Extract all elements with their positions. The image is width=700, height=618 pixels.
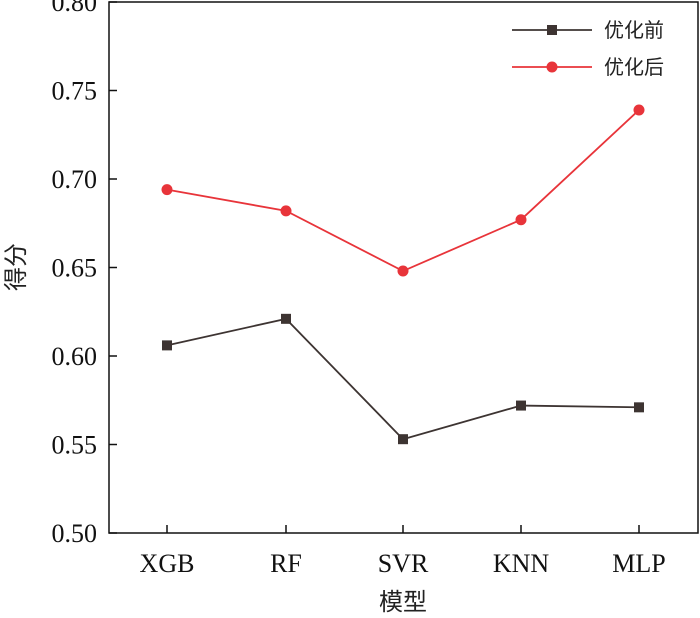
series-line-1 [166, 317, 640, 441]
series-line-2 [166, 109, 640, 273]
x-tick-label: XGB [140, 549, 195, 578]
y-tick-label: 0.70 [52, 165, 98, 194]
data-point-circle [161, 184, 173, 196]
x-tick-label: SVR [378, 549, 429, 578]
y-tick-label: 0.65 [52, 254, 98, 283]
data-point-square [162, 340, 172, 351]
legend-label: 优化前 [604, 18, 664, 42]
x-axis-title: 模型 [379, 588, 427, 616]
data-point-square [398, 434, 408, 445]
data-point-circle [397, 265, 409, 277]
y-tick-label: 0.60 [52, 342, 98, 371]
legend-marker [547, 25, 557, 35]
y-axis-title: 得分 [2, 243, 30, 291]
data-point-circle [280, 205, 292, 217]
y-tick-label: 0.55 [52, 431, 98, 460]
y-tick-label: 0.80 [52, 0, 98, 17]
data-point-square [281, 313, 291, 324]
legend-label: 优化后 [604, 55, 664, 79]
legend-marker [546, 61, 558, 73]
data-point-square [634, 402, 644, 413]
data-point-circle [515, 214, 527, 226]
x-tick-label: MLP [612, 549, 665, 578]
y-tick-label: 0.50 [52, 519, 98, 548]
x-tick-label: KNN [493, 549, 550, 578]
x-tick-label: RF [270, 549, 302, 578]
data-point-square [516, 400, 526, 411]
data-point-circle [633, 104, 645, 116]
y-tick-label: 0.75 [52, 77, 98, 106]
